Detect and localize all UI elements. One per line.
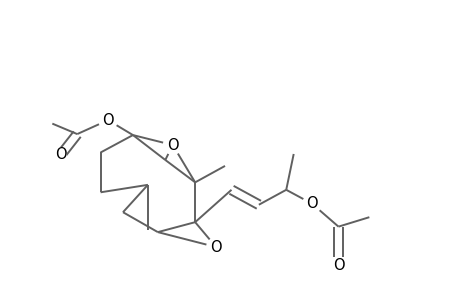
Text: O: O: [55, 148, 67, 163]
Text: O: O: [167, 137, 178, 152]
Text: O: O: [102, 112, 114, 128]
Text: O: O: [306, 196, 317, 211]
Text: O: O: [210, 239, 221, 254]
Text: O: O: [332, 258, 343, 273]
